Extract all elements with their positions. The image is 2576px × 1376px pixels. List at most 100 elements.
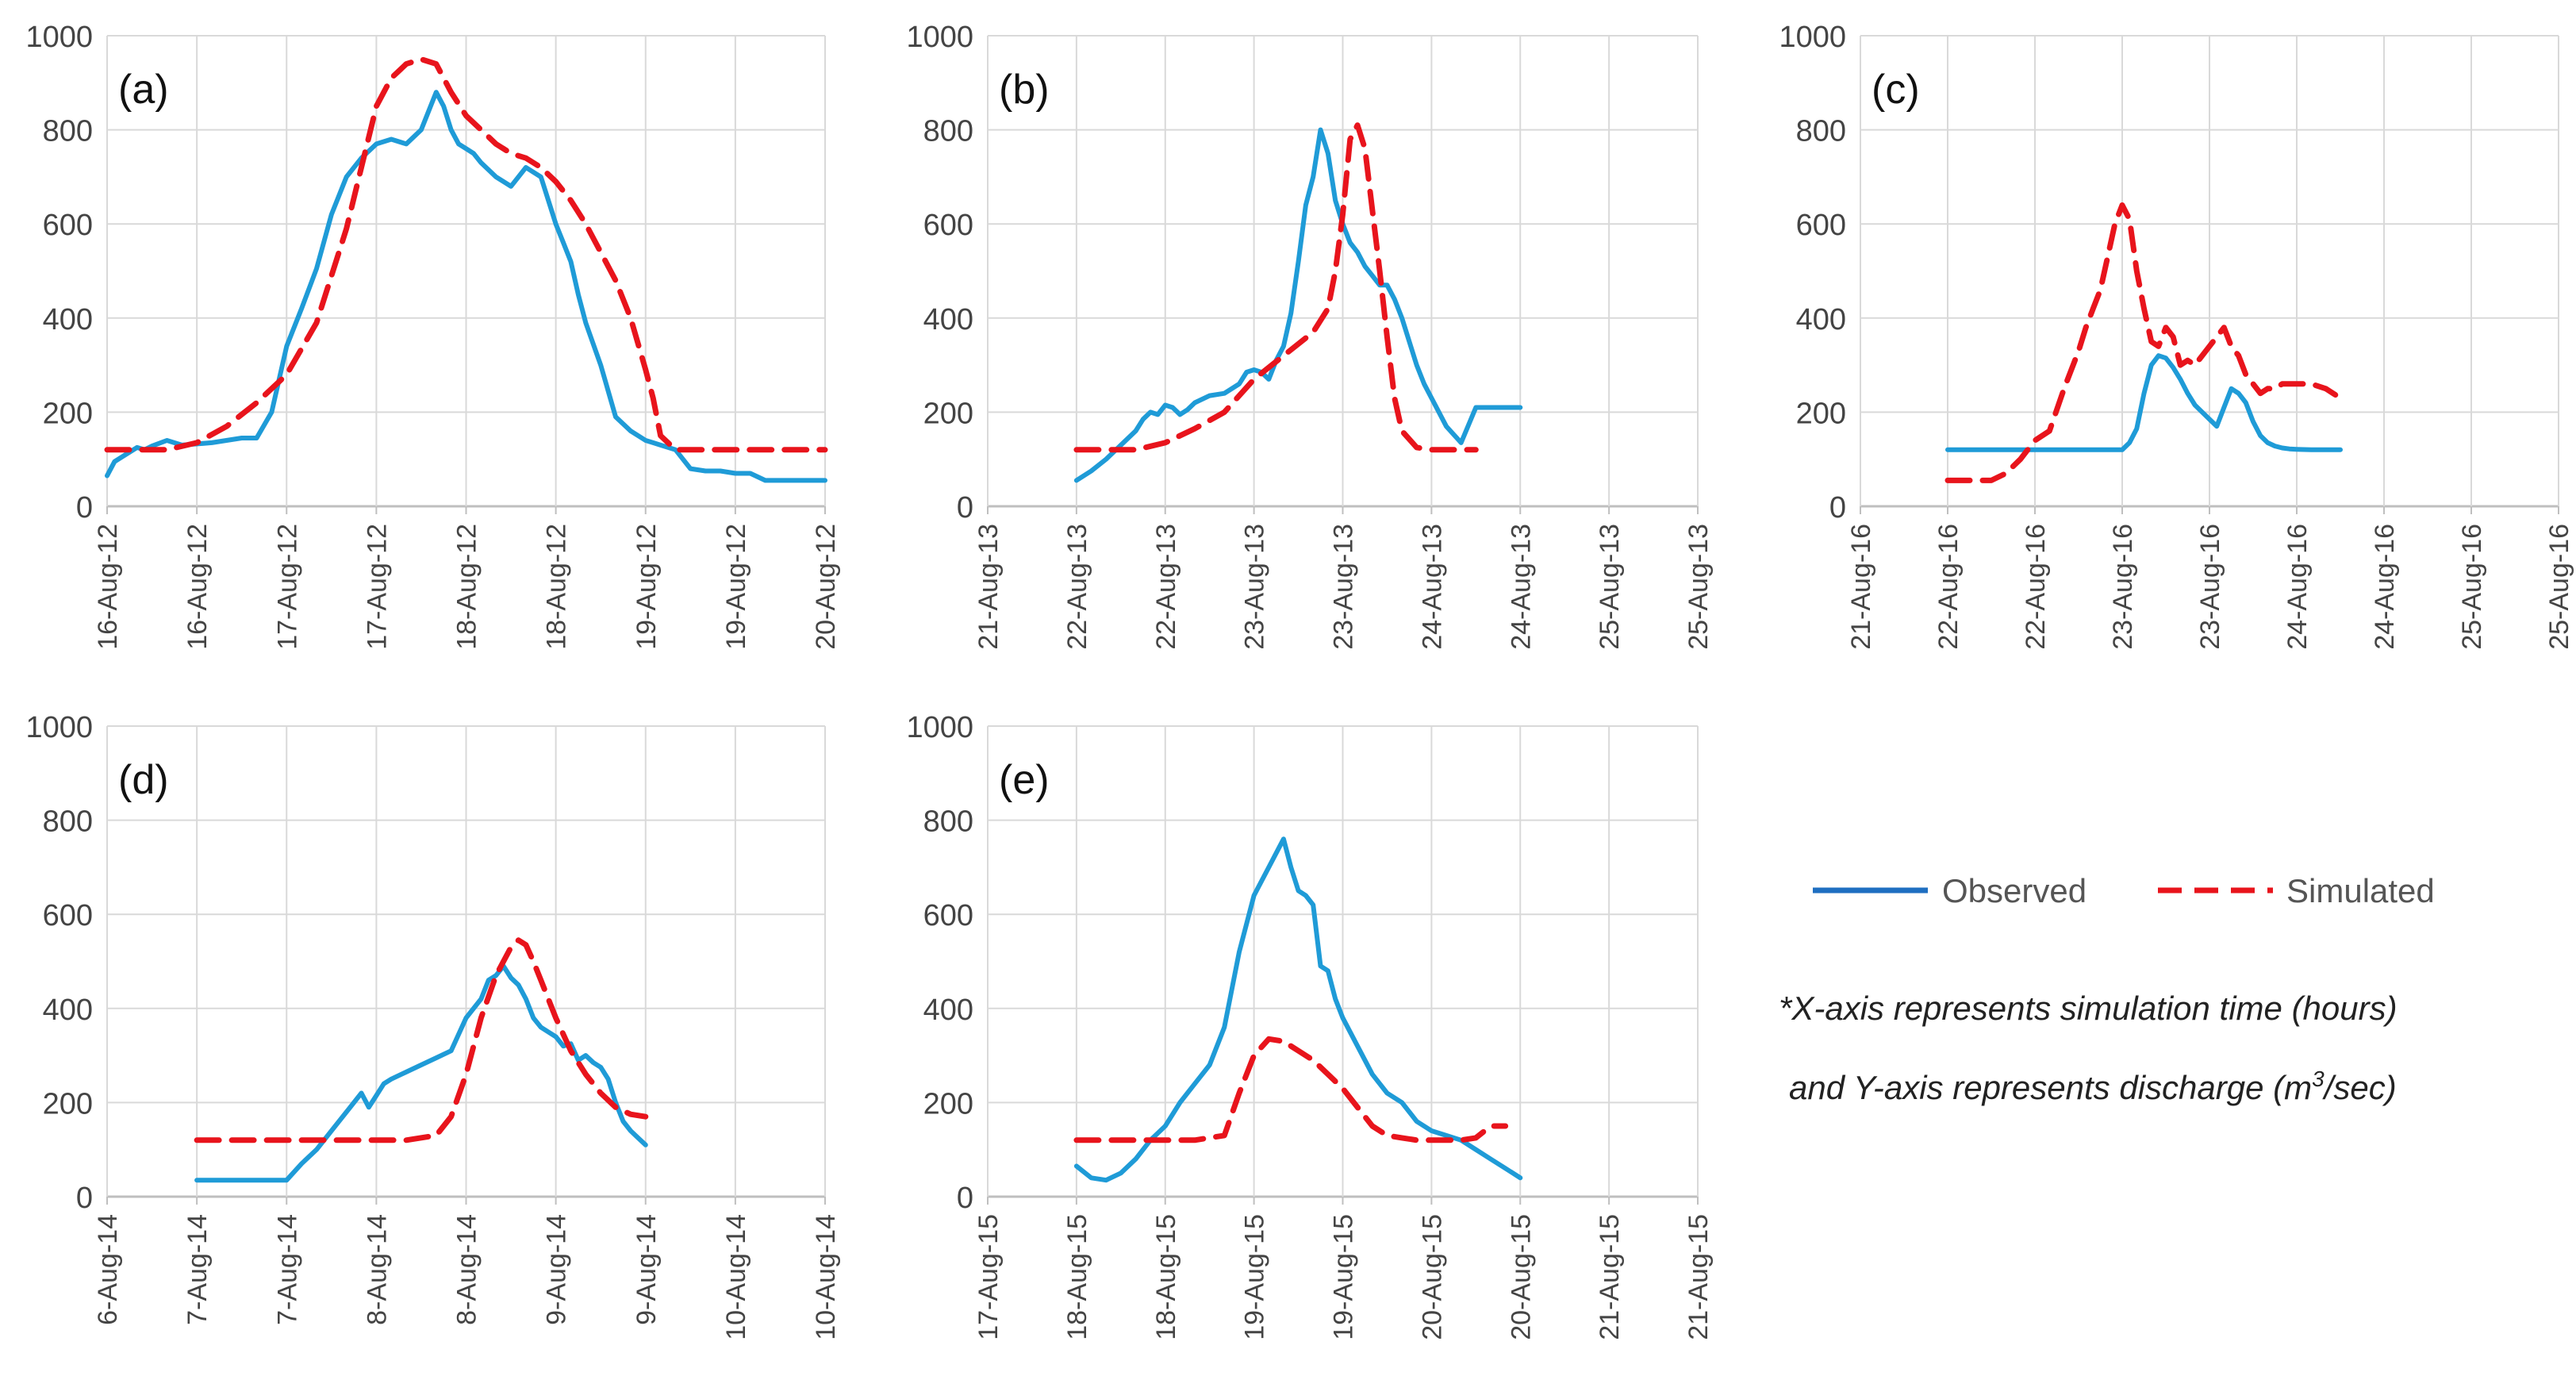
observed-series-line	[1073, 127, 1523, 483]
y-tick-label: 400	[923, 994, 973, 1027]
y-tick-label: 0	[76, 491, 93, 525]
x-tick-label: 24-Aug-13	[1506, 524, 1536, 650]
y-tick-label: 200	[1796, 397, 1846, 430]
panel-a: 0 200 400 600 800 1000 16-Aug-12 16-Aug-12 17-Au…	[25, 21, 841, 650]
x-tick-label: 18-Aug-12	[542, 524, 572, 650]
y-tick-label: 1000	[25, 21, 93, 54]
panel-d: 0 200 400 600 800 1000 6-Aug-14 7-Aug-14 7-Aug-1…	[25, 711, 841, 1340]
x-tick-label: 22-Aug-16	[1933, 524, 1964, 650]
x-tick-label: 8-Aug-14	[452, 1214, 482, 1325]
x-tick-label: 8-Aug-14	[362, 1214, 392, 1325]
x-tick-label: 17-Aug-12	[272, 524, 302, 650]
y-tick-label: 0	[957, 1182, 973, 1215]
x-tick-label: 22-Aug-13	[1151, 524, 1181, 650]
x-tick-label: 24-Aug-13	[1417, 524, 1447, 650]
x-tick-label: 21-Aug-13	[973, 524, 1004, 650]
x-tick-label: 19-Aug-12	[721, 524, 751, 650]
y-tick-label: 0	[957, 491, 973, 525]
x-tick-label: 21-Aug-16	[1846, 524, 1876, 650]
x-tick-label: 17-Aug-15	[973, 1214, 1004, 1340]
axis-note: *X-axis represents simulation time (hour…	[1779, 990, 2397, 1106]
legend: Observed Simulated	[1813, 872, 2435, 909]
simulated-series-line	[194, 937, 649, 1143]
x-tick-label: 25-Aug-16	[2544, 524, 2574, 650]
x-tick-label: 17-Aug-12	[362, 524, 392, 650]
x-tick-label: 7-Aug-14	[272, 1214, 302, 1325]
panel-label: (a)	[118, 67, 169, 113]
simulated-series-line	[1944, 202, 2344, 483]
x-tick-label: 25-Aug-13	[1595, 524, 1625, 650]
y-tick-label: 800	[923, 805, 973, 839]
x-tick-label: 16-Aug-12	[182, 524, 213, 650]
y-tick-label: 800	[43, 805, 93, 839]
y-tick-label: 600	[1796, 209, 1846, 242]
x-tick-label: 21-Aug-15	[1595, 1214, 1625, 1340]
y-tick-label: 600	[923, 899, 973, 932]
panel-e: 0 200 400 600 800 1000 17-Aug-15 18-Aug-15 18-Au…	[906, 711, 1714, 1340]
x-tick-label: 20-Aug-12	[811, 524, 841, 650]
y-tick-label: 400	[923, 303, 973, 336]
x-tick-label: 19-Aug-15	[1329, 1214, 1359, 1340]
x-tick-label: 20-Aug-15	[1417, 1214, 1447, 1340]
y-tick-label: 200	[923, 397, 973, 430]
x-tick-label: 19-Aug-15	[1240, 1214, 1270, 1340]
x-tick-label: 10-Aug-14	[721, 1214, 751, 1340]
note-line-2-sup: 3	[2312, 1067, 2325, 1091]
note-line-2-prefix: and Y-axis represents discharge (m	[1789, 1069, 2312, 1106]
note-line-2-suffix: /sec)	[2322, 1069, 2397, 1106]
note-line-1: *X-axis represents simulation time (hour…	[1779, 990, 2397, 1027]
x-tick-label: 24-Aug-16	[2370, 524, 2400, 650]
y-tick-label: 1000	[1779, 21, 1846, 54]
observed-series-line	[194, 963, 648, 1183]
legend-observed-label: Observed	[1942, 872, 2087, 909]
simulated-series-line	[1073, 1036, 1509, 1143]
panel-label: (d)	[118, 757, 169, 803]
y-tick-label: 800	[43, 115, 93, 148]
x-tick-label: 24-Aug-16	[2282, 524, 2313, 650]
simulated-series-line	[1073, 122, 1479, 453]
panel-label: (b)	[999, 67, 1050, 113]
x-tick-label: 7-Aug-14	[182, 1214, 213, 1325]
legend-simulated-label: Simulated	[2286, 872, 2435, 909]
x-tick-label: 22-Aug-13	[1062, 524, 1092, 650]
y-tick-label: 600	[43, 899, 93, 932]
y-tick-label: 400	[1796, 303, 1846, 336]
y-tick-label: 1000	[906, 21, 973, 54]
y-tick-label: 600	[43, 209, 93, 242]
x-tick-label: 23-Aug-16	[2195, 524, 2225, 650]
observed-series-line	[1945, 353, 2343, 452]
y-tick-label: 800	[1796, 115, 1846, 148]
x-tick-label: 18-Aug-15	[1151, 1214, 1181, 1340]
y-tick-label: 600	[923, 209, 973, 242]
y-tick-label: 400	[43, 994, 93, 1027]
panel-b: 0 200 400 600 800 1000 21-Aug-13 22-Aug-13 22-Au…	[906, 21, 1714, 650]
x-tick-label: 20-Aug-15	[1506, 1214, 1536, 1340]
panel-label: (c)	[1872, 67, 1920, 113]
x-tick-label: 6-Aug-14	[93, 1214, 123, 1325]
y-tick-label: 1000	[906, 711, 973, 744]
panel-label: (e)	[999, 757, 1050, 803]
x-tick-label: 9-Aug-14	[632, 1214, 662, 1325]
y-tick-label: 0	[1829, 491, 1846, 525]
y-tick-label: 800	[923, 115, 973, 148]
x-tick-label: 21-Aug-15	[1683, 1214, 1714, 1340]
x-tick-label: 18-Aug-12	[452, 524, 482, 650]
panel-c: 0 200 400 600 800 1000 21-Aug-16 22-Aug-16 22-Au…	[1779, 21, 2574, 650]
y-tick-label: 400	[43, 303, 93, 336]
y-tick-label: 1000	[25, 711, 93, 744]
x-tick-label: 19-Aug-12	[632, 524, 662, 650]
x-tick-label: 23-Aug-13	[1240, 524, 1270, 650]
x-tick-label: 23-Aug-13	[1329, 524, 1359, 650]
observed-series-line	[105, 90, 827, 483]
simulated-series-line	[104, 56, 828, 453]
y-tick-label: 200	[43, 397, 93, 430]
panels: 0 200 400 600 800 1000 16-Aug-12 16-Aug-12 17-Au…	[25, 21, 2574, 1340]
observed-series-line	[1073, 836, 1523, 1183]
x-tick-label: 23-Aug-16	[2108, 524, 2138, 650]
x-tick-label: 18-Aug-15	[1062, 1214, 1092, 1340]
y-tick-label: 200	[43, 1087, 93, 1120]
x-tick-label: 25-Aug-13	[1683, 524, 1714, 650]
x-tick-label: 25-Aug-16	[2457, 524, 2487, 650]
x-tick-label: 22-Aug-16	[2021, 524, 2051, 650]
